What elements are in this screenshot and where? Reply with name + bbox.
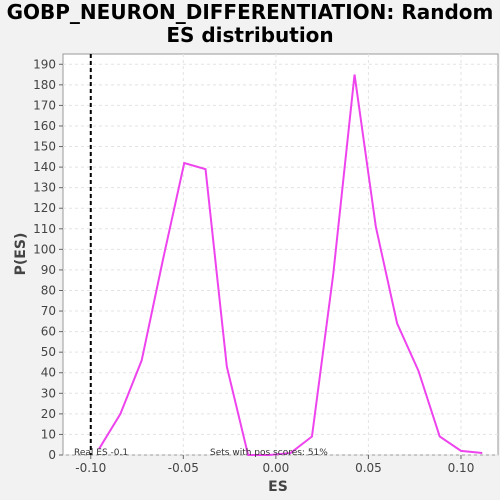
x-tick-label: -0.10 [75,461,106,475]
chart-title-line-1: GOBP_NEURON_DIFFERENTIATION: Random [6,0,494,24]
series-line-random-es [98,74,483,456]
y-tick-label: 130 [33,181,56,195]
grid-lines [63,54,498,456]
y-tick-label: 110 [33,222,56,236]
y-tick-label: 160 [33,119,56,133]
y-tick-label: 180 [33,78,56,92]
y-tick-label: 80 [41,283,56,297]
y-tick-label: 100 [33,242,56,256]
x-tick-label: 0.00 [263,461,290,475]
x-tick-label: 0.10 [448,461,475,475]
axis-ticks: 0 10 20 30 40 50 60 70 80 90 100 110 120 130 140 150 160… [33,57,474,475]
y-tick-label: 190 [33,57,56,71]
y-tick-label: 40 [41,366,56,380]
y-tick-label: 90 [41,263,56,277]
pos-scores-label: Sets with pos scores: 51% [210,448,328,458]
x-tick-label: 0.05 [355,461,382,475]
real-es-label: Real ES -0.1 [74,448,128,458]
y-tick-label: 50 [41,345,56,359]
y-tick-label: 60 [41,325,56,339]
y-tick-label: 0 [48,448,56,462]
y-tick-label: 120 [33,201,56,215]
y-tick-label: 70 [41,304,56,318]
y-tick-label: 170 [33,98,56,112]
chart-title-line-2: ES distribution [166,23,334,47]
y-tick-label: 30 [41,386,56,400]
y-axis-title: P(ES) [13,233,29,276]
chart-title: GOBP_NEURON_DIFFERENTIATION: Random ES d… [0,1,500,47]
plot-background [62,53,499,456]
y-tick-label: 150 [33,140,56,154]
y-tick-label: 20 [41,407,56,421]
y-tick-label: 10 [41,427,56,441]
x-axis-title: ES [268,479,288,495]
y-tick-label: 140 [33,160,56,174]
x-tick-label: -0.05 [168,461,199,475]
